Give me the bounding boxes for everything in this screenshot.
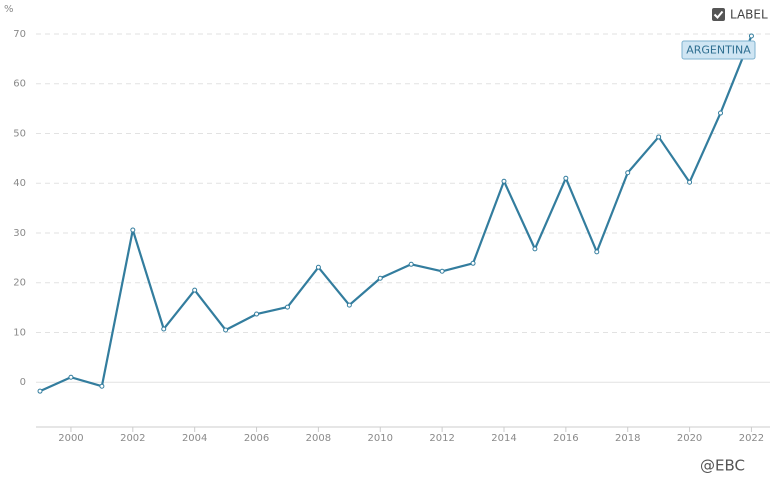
data-point [192,287,198,293]
data-point [130,227,136,233]
x-tick-label: 2012 [429,433,454,444]
data-point [625,170,631,176]
x-tick-label: 2004 [182,433,207,444]
y-tick-label: 40 [13,178,26,189]
checkmark [713,10,724,19]
data-point [532,246,538,252]
data-point [408,261,414,267]
data-point [501,178,507,184]
y-tick-label: 70 [13,29,26,40]
data-point [99,383,105,389]
x-tick-label: 2014 [491,433,516,444]
data-point [594,249,600,255]
series-tag-box [681,40,756,60]
data-point [37,388,43,394]
y-unit: % [4,4,14,15]
x-tick-label: 2000 [58,433,83,444]
data-point [223,327,229,333]
data-point [377,275,383,281]
label-toggle[interactable]: LABEL [730,8,768,22]
y-tick-label: 10 [13,327,26,338]
data-point [718,110,724,116]
data-point [439,268,445,274]
data-point [656,134,662,140]
y-tick-label: 20 [13,278,26,289]
x-tick-label: 2018 [615,433,640,444]
data-point [687,179,693,185]
data-point [346,302,352,308]
x-tick-label: 2008 [306,433,331,444]
x-tick-label: 2002 [120,433,145,444]
data-point [161,326,167,332]
data-point [563,175,569,181]
y-tick-label: 60 [13,79,26,90]
y-tick-label: 0 [20,377,26,388]
x-tick-label: 2020 [677,433,702,444]
data-point [68,374,74,380]
data-point [284,304,290,310]
x-tick-label: 2022 [739,433,764,444]
data-point [470,260,476,266]
data-point [315,264,321,270]
y-tick-label: 50 [13,128,26,139]
series-tag: ARGENTINA [686,44,751,57]
y-tick-label: 30 [13,228,26,239]
label-checkbox[interactable] [712,8,725,21]
x-tick-label: 2006 [244,433,269,444]
data-point [748,33,754,39]
data-line [39,35,753,393]
data-point [254,311,260,317]
watermark: @EBC [700,457,745,475]
x-tick-label: 2016 [553,433,578,444]
x-tick-label: 2010 [368,433,393,444]
